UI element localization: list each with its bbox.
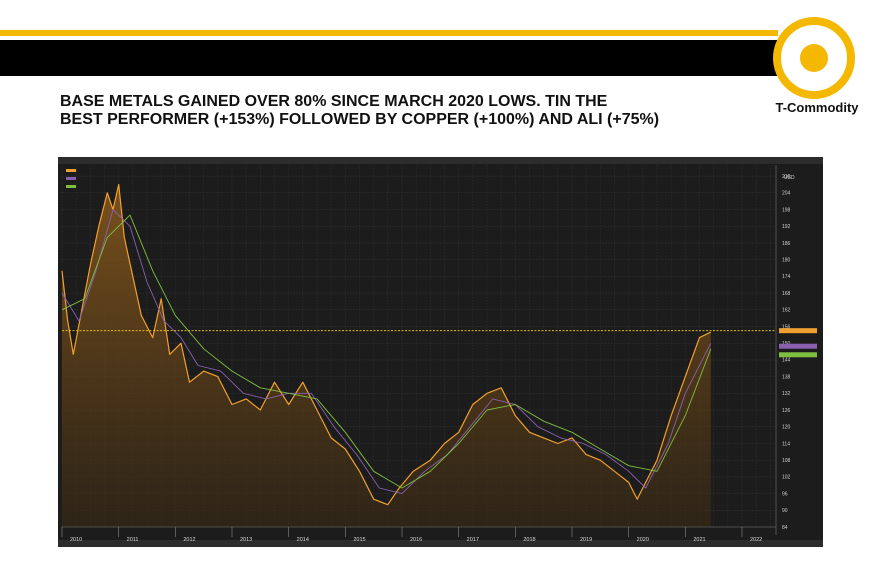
y-tick-label: 186 bbox=[782, 241, 791, 247]
x-tick-label: 2018 bbox=[523, 537, 535, 543]
chart-header-bar bbox=[58, 157, 823, 164]
y-tick-label: 138 bbox=[782, 374, 791, 380]
y-tick-label: 120 bbox=[782, 425, 791, 431]
y-tick-label: 180 bbox=[782, 257, 791, 263]
y-tick-label: 84 bbox=[782, 525, 788, 531]
last-value-tag-purple bbox=[779, 343, 817, 349]
x-tick-label: 2011 bbox=[127, 537, 139, 543]
y-tick-label: 96 bbox=[782, 491, 788, 497]
y-tick-label: 114 bbox=[782, 441, 790, 447]
chart-legend bbox=[66, 169, 76, 188]
currency-label: USD bbox=[784, 175, 795, 181]
x-tick-label: 2022 bbox=[750, 537, 762, 543]
series-line-1 bbox=[61, 209, 712, 495]
y-tick-label: 204 bbox=[782, 191, 791, 197]
y-tick-label: 90 bbox=[782, 508, 788, 514]
x-tick-label: 2014 bbox=[297, 537, 309, 543]
legend-swatch bbox=[66, 177, 76, 180]
x-tick-label: 2021 bbox=[693, 537, 705, 543]
legend-swatch bbox=[66, 185, 76, 188]
y-tick-label: 210 bbox=[782, 174, 791, 180]
slide-title: BASE METALS GAINED OVER 80% SINCE MARCH … bbox=[60, 93, 760, 129]
y-tick-label: 144 bbox=[782, 358, 791, 364]
brand-name: T-Commodity bbox=[775, 100, 859, 115]
chart-svg: 8490961021081141201261321381441501561621… bbox=[58, 157, 823, 547]
header-accent-stripe bbox=[0, 30, 778, 36]
y-tick-label: 126 bbox=[782, 408, 791, 414]
y-tick-label: 162 bbox=[782, 308, 791, 314]
y-tick-label: 132 bbox=[782, 391, 791, 397]
y-tick-label: 168 bbox=[782, 291, 791, 297]
x-tick-label: 2016 bbox=[410, 537, 422, 543]
legend-swatch bbox=[66, 169, 76, 172]
y-tick-label: 192 bbox=[782, 224, 791, 230]
y-tick-label: 156 bbox=[782, 324, 791, 330]
x-tick-label: 2012 bbox=[183, 537, 195, 543]
slide-title-line-2: BEST PERFORMER (+153%) FOLLOWED BY COPPE… bbox=[60, 111, 660, 128]
t-commodity-logo bbox=[773, 17, 855, 99]
metals-index-chart: 8490961021081141201261321381441501561621… bbox=[58, 157, 823, 547]
x-tick-label: 2010 bbox=[70, 537, 82, 543]
x-tick-label: 2015 bbox=[353, 537, 365, 543]
x-tick-label: 2019 bbox=[580, 537, 592, 543]
series-area-fill bbox=[62, 184, 711, 527]
y-tick-label: 174 bbox=[782, 274, 791, 280]
x-tick-label: 2017 bbox=[467, 537, 479, 543]
y-tick-label: 108 bbox=[782, 458, 791, 464]
x-tick-label: 2013 bbox=[240, 537, 252, 543]
chart-footer-bar bbox=[58, 540, 823, 547]
header-black-bar bbox=[0, 40, 778, 76]
y-tick-label: 198 bbox=[782, 207, 791, 213]
series-line-2 bbox=[61, 214, 712, 489]
slide-title-line-1: BASE METALS GAINED OVER 80% SINCE MARCH … bbox=[60, 93, 608, 110]
series-line-main bbox=[61, 183, 712, 506]
last-value-tag-green bbox=[779, 352, 817, 358]
y-tick-label: 102 bbox=[782, 475, 791, 481]
last-value-tag-main bbox=[779, 328, 817, 334]
x-tick-label: 2020 bbox=[637, 537, 649, 543]
